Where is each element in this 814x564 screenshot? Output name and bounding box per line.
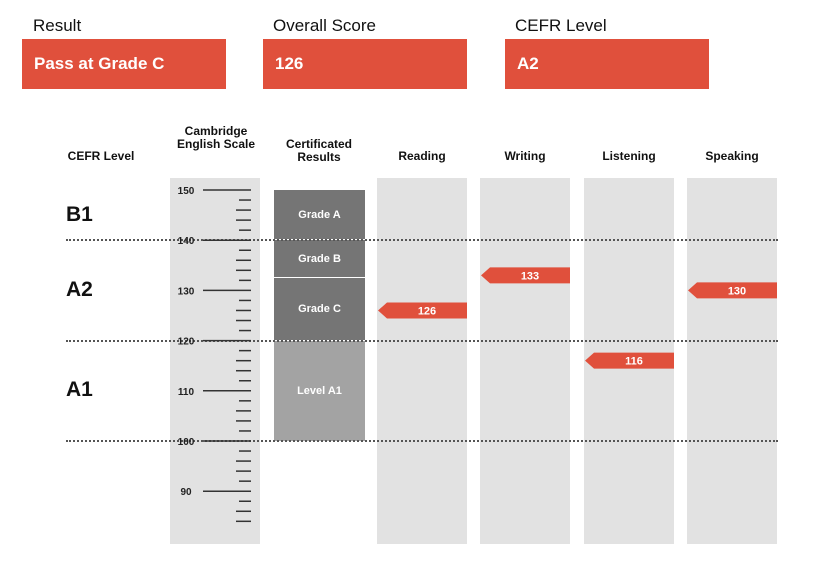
scale-tick-label-150: 150: [178, 186, 195, 197]
cefr-a2-label: A2: [66, 278, 93, 301]
overall-score-label: Overall Score: [273, 16, 376, 35]
listening-score-marker: [585, 352, 674, 369]
speaking-score-label: 130: [728, 285, 746, 297]
grade-c-block: Grade C: [274, 278, 365, 340]
result-value-box: Pass at Grade C: [22, 39, 226, 89]
listening-score-label: 116: [625, 356, 643, 368]
cefr-level-header: CEFR Level: [67, 149, 135, 163]
cefr-a1-label: A1: [66, 378, 93, 401]
cefr-b1-label: B1: [66, 203, 93, 226]
cefr-boundary-120: [66, 340, 778, 342]
cefr-boundary-100: [66, 440, 778, 442]
speaking-score-marker: [688, 282, 777, 299]
scale-tick-label-130: 130: [178, 286, 195, 297]
scale-tick-label-100: 100: [178, 437, 195, 448]
scale-tick-label-90: 90: [180, 487, 192, 498]
listening-header: Listening: [602, 149, 656, 163]
reading-header: Reading: [398, 149, 446, 163]
level-a1-block: Level A1: [274, 341, 365, 441]
grade-a-block: Grade A: [274, 190, 365, 239]
reading-score-marker: [378, 302, 467, 319]
result-label: Result: [33, 16, 82, 35]
certificated-results-header: Certificated Results: [285, 137, 353, 164]
writing-score-marker: [481, 267, 570, 284]
speaking-header: Speaking: [705, 149, 759, 163]
writing-score-label: 133: [521, 270, 539, 282]
scale-header: Cambridge English Scale: [176, 124, 256, 151]
cefr-level-value-box: A2: [505, 39, 709, 89]
cefr-boundary-140: [66, 239, 778, 241]
reading-score-label: 126: [418, 305, 436, 317]
scale-tick-label-140: 140: [178, 236, 195, 247]
overall-score-value-box: 126: [263, 39, 467, 89]
scale-tick-label-120: 120: [178, 337, 195, 348]
cefr-level-label: CEFR Level: [515, 16, 607, 35]
writing-header: Writing: [504, 149, 546, 163]
grade-b-block: Grade B: [274, 240, 365, 277]
scale-tick-label-110: 110: [178, 387, 195, 398]
